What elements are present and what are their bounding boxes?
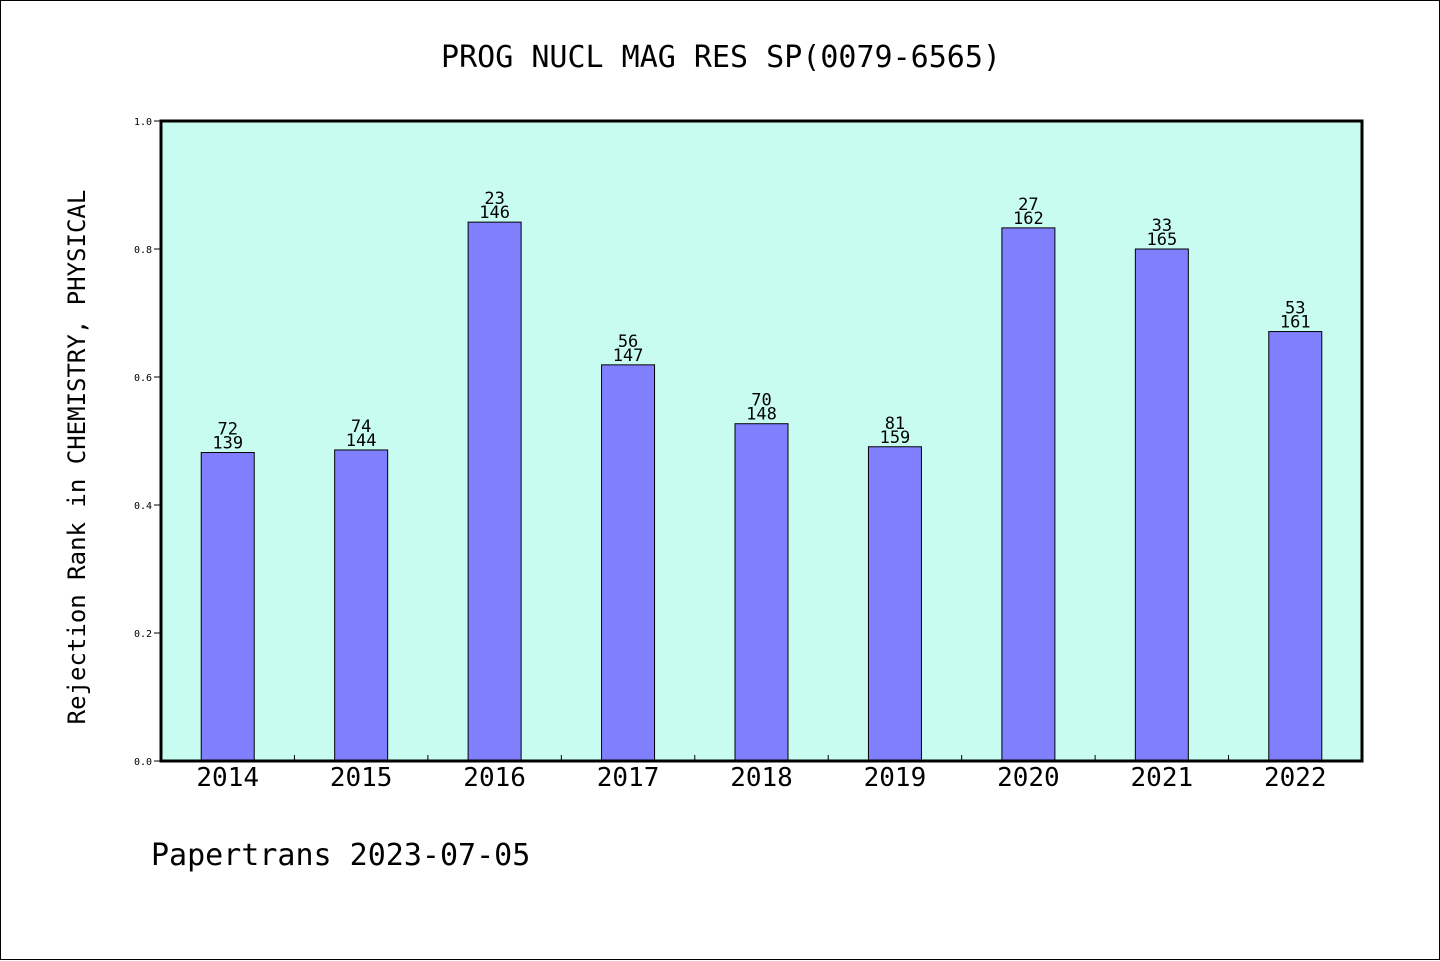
y-tick-label: 0.2 [134,629,152,640]
bar-2014 [200,452,255,762]
x-tick-label-2014: 2014 [196,763,259,793]
y-axis-label: Rejection Rank in CHEMISTRY, PHYSICAL [63,190,91,725]
bar-2022 [1268,331,1323,762]
bar-label-bottom-2017: 147 [613,346,644,366]
bar-label-top-2017: 56 [618,332,638,352]
bar-2016 [467,221,522,762]
y-tick-label: 0.6 [134,373,152,384]
bar-label-top-2016: 23 [484,189,504,209]
x-tick-label-2021: 2021 [1131,763,1194,793]
bar-2019 [867,446,922,762]
bar-2018 [734,423,789,762]
bar-label-bottom-2018: 148 [746,405,777,425]
bar-label-top-2022: 53 [1285,299,1305,319]
bar-label-bottom-2014: 139 [212,434,243,454]
bars-layer [200,221,1323,762]
footer-text: Papertrans 2023-07-05 [151,838,530,873]
bar-label-bottom-2022: 161 [1280,313,1311,333]
x-tick-label-2016: 2016 [463,763,526,793]
bar-label-top-2018: 70 [751,391,771,411]
x-tick-label-2018: 2018 [730,763,793,793]
bar-2020 [1001,227,1056,762]
bar-label-bottom-2019: 159 [880,428,911,448]
bar-2015 [334,449,389,762]
bar-2021 [1134,248,1189,762]
y-axis: 0.0 0.2 0.4 0.6 0.8 1.0 [134,117,161,768]
x-tick-label-2015: 2015 [330,763,393,793]
x-tick-label-2017: 2017 [597,763,660,793]
y-tick-label: 1.0 [134,117,152,128]
x-tick-label-2019: 2019 [864,763,927,793]
y-tick-label: 0.4 [134,501,152,512]
y-tick-label: 0.0 [134,757,152,768]
bar-label-top-2020: 27 [1018,195,1038,215]
x-tick-label-2020: 2020 [997,763,1060,793]
y-tick-label: 0.8 [134,245,152,256]
bar-label-top-2015: 74 [351,417,371,437]
bar-label-top-2021: 33 [1152,216,1172,236]
bar-label-top-2019: 81 [885,414,905,434]
bar-label-bottom-2015: 144 [346,431,377,451]
chart-title: PROG NUCL MAG RES SP(0079-6565) [441,40,1001,75]
bar-label-bottom-2020: 162 [1013,209,1044,229]
bar-label-bottom-2021: 165 [1146,230,1177,250]
x-tick-label-2022: 2022 [1264,763,1327,793]
x-axis: 2014 2015 2016 2017 2018 2019 2020 2021 2022 [196,755,1327,793]
bar-label-top-2014: 72 [217,420,237,440]
bar-2017 [601,364,656,762]
bar-label-bottom-2016: 146 [479,203,510,223]
plot-border [159,119,1364,763]
